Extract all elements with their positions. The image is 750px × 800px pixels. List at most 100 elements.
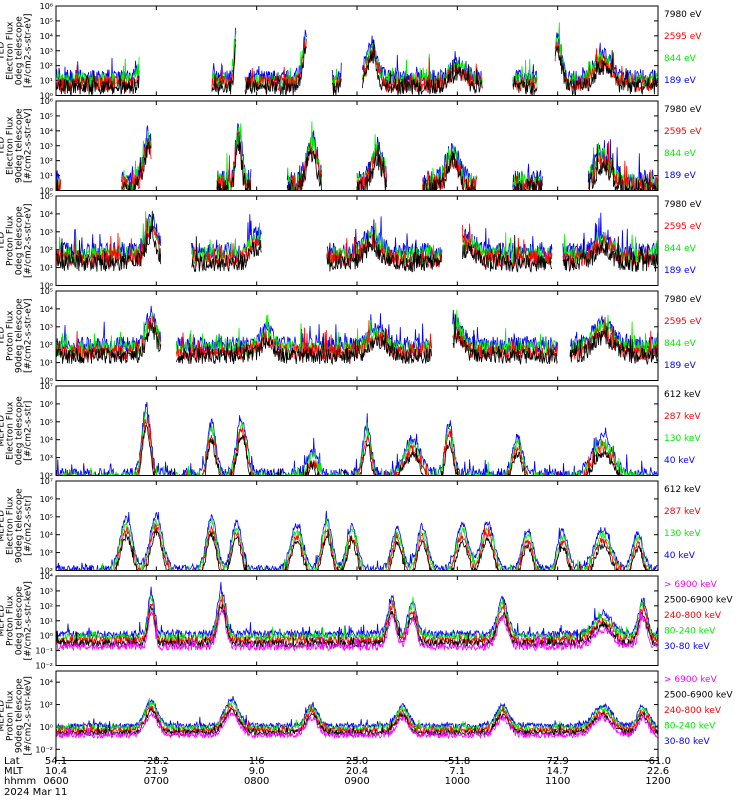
panel-frame (55, 385, 659, 476)
y-axis-label-line: MEPED (0, 700, 7, 732)
legend-entry: 612 keV (664, 485, 701, 495)
y-axis-label: MEPEDElectron Flux90deg telescope[#/cm2-… (0, 488, 34, 563)
panel-6: MEPEDElectron Flux90deg telescope[#/cm2-… (0, 477, 701, 576)
data-traces (56, 305, 658, 366)
legend-entry: 2595 eV (664, 222, 702, 232)
y-axis-label: MEPEDProton Flux0deg telescope[#/cm2-s-s… (0, 581, 34, 660)
y-tick-label: 10⁴ (40, 210, 53, 219)
y-tick-label: 10² (40, 567, 53, 576)
y-tick-label: 10⁴ (40, 531, 53, 540)
y-tick-label: 10⁷ (40, 477, 53, 486)
series-trace-1 (56, 313, 658, 366)
y-axis-label-line: Electron Flux (6, 21, 16, 80)
panel-frame (55, 480, 659, 571)
y-axis-label-line: 90deg telescope (15, 678, 25, 753)
y-tick-label: 10² (40, 246, 53, 255)
y-axis-label-line: TED (0, 232, 7, 251)
y-axis-label-line: MEPED (0, 605, 7, 637)
x-tick-label-time: 0600 (43, 776, 68, 787)
y-axis-label-line: Electron Flux (6, 116, 16, 175)
y-tick-label: 10¹ (40, 359, 53, 368)
y-tick-label: 10⁶ (40, 97, 53, 106)
legend-entry: 40 keV (664, 456, 696, 466)
legend-entry: 30-80 keV (664, 642, 710, 652)
y-tick-label: 10⁻¹ (35, 647, 53, 656)
x-tick-label-time: 1000 (445, 776, 470, 787)
panel-1: TEDElectron Flux0deg telescope[#/cm2-s-s… (0, 2, 702, 101)
x-tick-label-mlt: 7.1 (449, 766, 465, 777)
legend-entry: > 6900 keV (664, 675, 718, 685)
y-tick-label: 10⁻² (35, 745, 53, 754)
y-tick-label: 10³ (40, 228, 53, 237)
y-tick-label: 10² (40, 602, 53, 611)
panel-frame (55, 100, 659, 191)
y-tick-label: 10³ (40, 142, 53, 151)
y-tick-label: 10⁴ (40, 572, 53, 581)
y-axis-label: MEPEDElectron Flux0deg telescope[#/cm2-s… (0, 396, 34, 466)
y-axis-label-line: Proton Flux (6, 595, 16, 646)
y-axis-label-line: [#/cm2-s-str-eV] (24, 203, 34, 278)
y-axis-label-line: [#/cm2-s-str] (24, 496, 34, 556)
y-tick-label: 10² (40, 157, 53, 166)
y-tick-label: 10⁵ (40, 513, 53, 522)
y-axis-label: MEPEDProton Flux90deg telescope[#/cm2-s-… (0, 676, 34, 755)
y-axis-label: TEDProton Flux0deg telescope[#/cm2-s-str… (0, 203, 34, 278)
legend-entry: 40 keV (664, 551, 696, 561)
panel-4: TEDProton Flux90deg telescope[#/cm2-s-st… (0, 287, 702, 386)
y-axis-label-line: TED (0, 137, 7, 156)
legend-entry: 240-800 keV (664, 706, 722, 716)
legend-entry: 189 eV (664, 171, 697, 181)
y-axis-label: TEDElectron Flux90deg telescope[#/cm2-s-… (0, 108, 34, 183)
y-axis-label-line: Proton Flux (6, 310, 16, 361)
series-trace-1 (56, 608, 658, 652)
x-tick-label-mlt: 10.4 (45, 766, 67, 777)
y-axis-label-line: 0deg telescope (15, 586, 25, 656)
legend-entry: 612 keV (664, 390, 701, 400)
legend-entry: 2595 eV (664, 32, 702, 42)
x-tick-label-time: 1100 (545, 776, 570, 787)
legend-entry: 287 keV (664, 412, 701, 422)
panel-7: MEPEDProton Flux0deg telescope[#/cm2-s-s… (0, 572, 733, 671)
y-axis-label-line: TED (0, 327, 7, 346)
y-axis-label-line: 0deg telescope (15, 16, 25, 86)
y-axis-label-line: [#/cm2-s-str-eV] (24, 298, 34, 373)
panel-8: MEPEDProton Flux90deg telescope[#/cm2-s-… (0, 670, 733, 761)
y-axis-label-line: [#/cm2-s-str] (24, 401, 34, 461)
data-traces (56, 581, 658, 652)
series-trace-3 (56, 410, 658, 476)
y-axis-label-line: [#/cm2-s-str-eV] (24, 108, 34, 183)
y-axis-label: TEDElectron Flux0deg telescope[#/cm2-s-s… (0, 13, 34, 88)
y-tick-label: 10⁰ (40, 92, 53, 101)
series-trace-3 (57, 518, 658, 571)
x-row-label-hhmm: hhmm (4, 776, 36, 787)
y-tick-label: 10⁰ (40, 377, 53, 386)
y-tick-label: 10⁶ (40, 2, 53, 11)
legend-entry: 844 eV (664, 149, 697, 159)
y-axis-label-line: [#/cm2-s-str-eV] (24, 13, 34, 88)
x-tick-label-lat: -61.0 (645, 756, 671, 767)
y-axis-label-line: [#/cm2-s-str-keV] (24, 676, 34, 755)
y-tick-label: 10⁰ (40, 282, 53, 291)
y-tick-label: 10⁵ (40, 112, 53, 121)
y-axis-label-line: MEPED (0, 415, 7, 447)
y-axis-label-line: 0deg telescope (15, 206, 25, 276)
data-traces (56, 696, 658, 740)
legend-entry: 130 keV (664, 434, 701, 444)
legend-entry: 7980 eV (664, 10, 702, 20)
legend-entry: 7980 eV (664, 105, 702, 115)
y-tick-label: 10² (40, 62, 53, 71)
y-axis-label-line: Electron Flux (6, 496, 16, 555)
x-row-label-mlt: MLT (4, 766, 24, 777)
y-tick-label: 10⁰ (40, 632, 53, 641)
legend-entry: 130 keV (664, 529, 701, 539)
y-axis-label-line: 90deg telescope (15, 298, 25, 373)
y-tick-label: 10⁶ (40, 495, 53, 504)
legend-entry: 2595 eV (664, 127, 702, 137)
y-tick-label: 10⁰ (40, 723, 53, 732)
x-tick-label-time: 1200 (645, 776, 670, 787)
data-traces (56, 510, 658, 571)
y-tick-label: 10³ (40, 454, 53, 463)
y-tick-label: 10⁷ (40, 382, 53, 391)
panel-frame (55, 5, 659, 96)
